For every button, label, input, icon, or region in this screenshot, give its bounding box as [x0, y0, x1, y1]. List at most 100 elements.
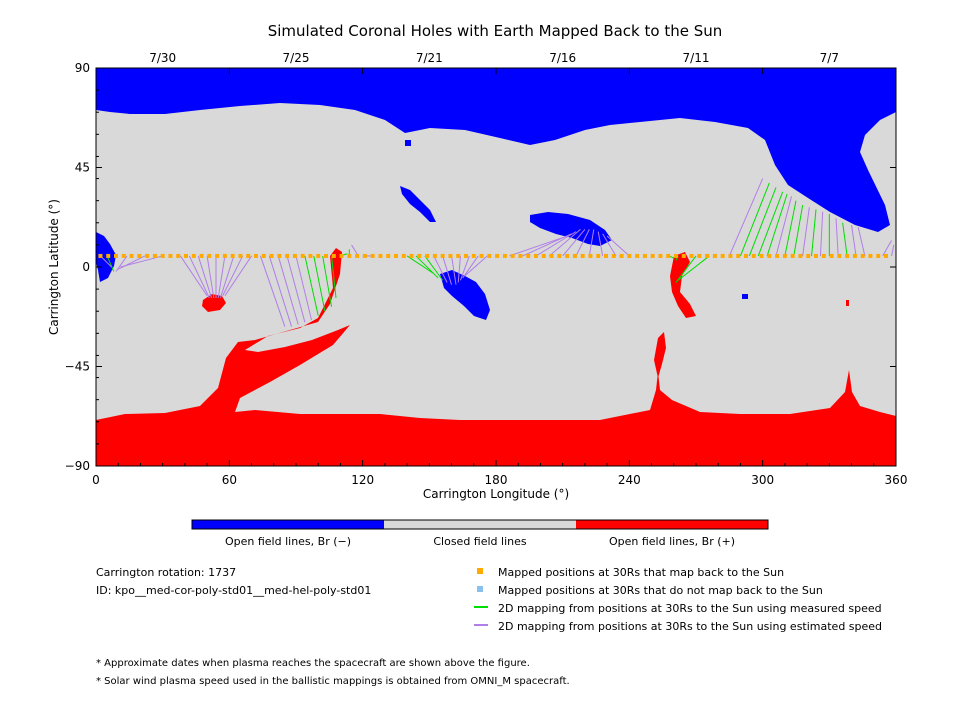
mapped-position-point: [798, 253, 803, 258]
mapped-position-point: [464, 253, 468, 258]
mapped-position-point: [269, 253, 274, 258]
y-tick-label: −45: [65, 360, 90, 374]
top-date-label: 7/21: [416, 51, 443, 65]
mapped-position-point: [184, 253, 188, 258]
negative-dot-lon292: [742, 294, 748, 299]
mapped-position-point: [378, 253, 383, 258]
model-id-label: ID: kpo__med-cor-poly-std01__med-hel-pol…: [96, 584, 371, 597]
mapped-position-point: [650, 253, 655, 258]
positive-coronal-hole-lon260: [670, 252, 696, 318]
mapped-position-point: [635, 253, 640, 258]
mapping-line-estimated: [549, 229, 581, 257]
mapping-line-measured: [784, 200, 797, 257]
mapped-position-point: [137, 253, 142, 258]
mapping-line-estimated: [835, 218, 839, 256]
mapped-position-point: [114, 253, 118, 258]
mapped-position-point: [619, 253, 624, 258]
mapped-position-point: [744, 253, 748, 258]
legend-label-mapped: Mapped positions at 30Rs that map back t…: [498, 566, 784, 579]
mapped-position-point: [557, 253, 562, 258]
mapping-line-estimated: [562, 229, 586, 257]
mapped-position-point: [308, 253, 313, 258]
mapping-line-estimated: [295, 255, 313, 321]
mapping-line-estimated: [602, 233, 617, 257]
mapping-line-estimated: [115, 255, 128, 272]
mapping-line-measured: [748, 187, 777, 257]
mapped-position-point: [782, 253, 787, 258]
mapped-position-point: [98, 253, 103, 258]
mapped-position-point: [580, 253, 585, 258]
mapped-position-point: [261, 253, 266, 258]
mapped-position-point: [355, 253, 360, 258]
mapped-position-point: [121, 253, 126, 258]
x-axis-ticks: 0 60 120 180 240 300 360: [92, 68, 907, 487]
mapped-position-point: [145, 253, 150, 258]
mapped-position-point: [222, 253, 227, 258]
mapping-line-measured: [793, 205, 804, 257]
mapped-positions-30Rs: [98, 253, 888, 258]
mapping-line-measured: [811, 209, 817, 256]
mapped-position-point: [425, 253, 430, 258]
mapped-position-point: [697, 253, 702, 258]
mapped-position-point: [814, 253, 818, 258]
mapping-line-measured: [677, 255, 710, 281]
mapped-position-point: [448, 253, 453, 258]
mapped-position-point: [347, 253, 352, 258]
mapping-line-measured: [424, 255, 444, 281]
mapped-position-point: [720, 253, 725, 258]
mapping-line-estimated: [588, 229, 595, 257]
legend: Mapped positions at 30Rs that map back t…: [474, 566, 882, 633]
mapped-position-point: [596, 253, 601, 258]
negative-dot-lon140: [405, 140, 411, 146]
y-tick-label: 90: [75, 61, 90, 75]
mapped-position-point: [471, 253, 476, 258]
legend-swatch-unmapped: [477, 586, 483, 592]
legend-label-measured: 2D mapping from positions at 30Rs to the…: [498, 602, 882, 615]
y-tick-label: 45: [75, 161, 90, 175]
mapped-position-point: [331, 253, 336, 258]
mapping-line-estimated: [462, 255, 479, 279]
mapped-position-point: [495, 253, 500, 258]
mapping-line-estimated: [857, 227, 866, 257]
mapping-line-measured: [106, 255, 115, 272]
carrington-rotation-label: Carrington rotation: 1737: [96, 566, 236, 579]
mapped-position-point: [852, 253, 857, 258]
legend-label-unmapped: Mapped positions at 30Rs that do not map…: [498, 584, 823, 597]
mapped-position-point: [837, 253, 842, 258]
mapped-position-point: [588, 253, 593, 258]
mapping-line-estimated: [728, 178, 764, 257]
mapped-position-point: [860, 253, 865, 258]
negative-streak-lon150: [400, 186, 436, 222]
mapped-position-point: [199, 253, 204, 258]
mapping-line-estimated: [891, 244, 895, 257]
coronal-hole-regions: [96, 68, 896, 466]
top-date-label: 7/7: [820, 51, 839, 65]
mapped-position-point: [207, 253, 212, 258]
mapped-position-point: [417, 253, 422, 258]
mapping-line-measured: [322, 255, 333, 307]
mapped-position-point: [658, 253, 663, 258]
north-polar-coronal-hole: [96, 68, 896, 232]
mapping-line-estimated: [451, 255, 457, 285]
mapped-position-point: [246, 253, 251, 258]
mapping-line-estimated: [522, 233, 572, 257]
mapping-line-measured: [766, 193, 788, 257]
colorbar-label-positive: Open field lines, Br (+): [609, 535, 735, 548]
mapped-position-point: [681, 253, 686, 258]
footnote-dates: * Approximate dates when plasma reaches …: [96, 658, 530, 669]
mapping-line-measured: [675, 255, 697, 283]
mapping-line-estimated: [286, 255, 306, 323]
mapped-position-point: [705, 253, 710, 258]
mapping-line-estimated: [188, 255, 210, 299]
mapped-position-point: [611, 253, 616, 258]
x-tick-label: 300: [751, 473, 774, 487]
colorbar-closed: [384, 520, 576, 529]
legend-label-estimated: 2D mapping from positions at 30Rs to the…: [498, 620, 882, 633]
mapping-line-estimated: [775, 196, 793, 257]
mapped-position-point: [884, 253, 888, 258]
x-tick-label: 120: [351, 473, 374, 487]
mapping-line-estimated: [217, 255, 226, 299]
mapped-position-point: [254, 253, 258, 258]
positive-dot-lon338: [846, 300, 849, 306]
